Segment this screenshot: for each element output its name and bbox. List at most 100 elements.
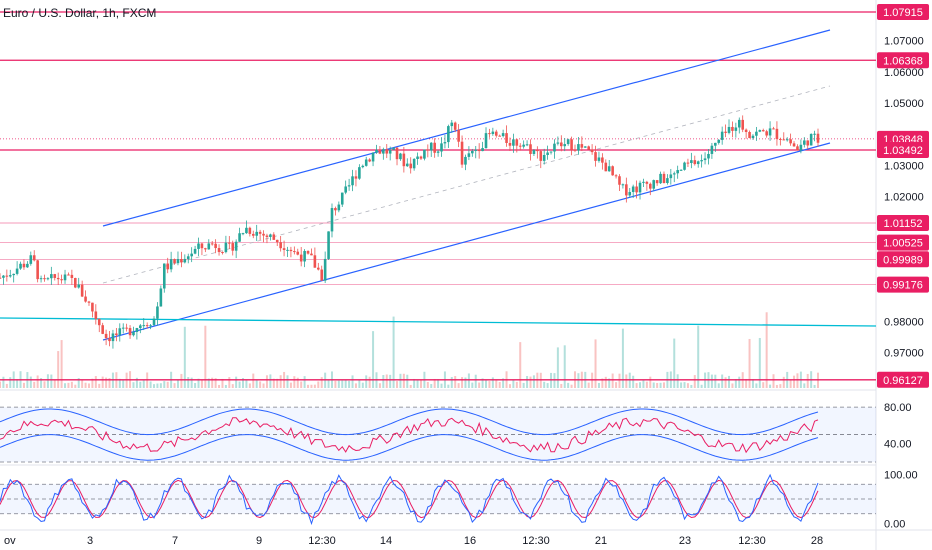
candle-body — [491, 131, 495, 134]
volume-bar — [508, 384, 511, 388]
candle-body — [0, 277, 2, 279]
price-tag-label: 1.03492 — [883, 145, 923, 157]
candle-body — [525, 144, 529, 146]
volume-bar — [751, 379, 754, 388]
candle-body — [279, 242, 282, 249]
candle-body — [224, 242, 228, 253]
volume-bar — [710, 374, 713, 388]
candle-body — [104, 333, 108, 339]
volume-bar — [447, 384, 450, 388]
candle-body — [679, 169, 683, 171]
candle-body — [522, 144, 525, 147]
price-tag-label: 0.99176 — [883, 280, 923, 292]
volume-bar — [259, 381, 262, 388]
volume-bar — [132, 382, 135, 388]
candle-body — [337, 204, 341, 211]
volume-bar — [279, 375, 282, 388]
candle-body — [8, 275, 12, 277]
volume-bar — [690, 384, 693, 388]
candle-body — [693, 160, 697, 165]
volume-bar — [457, 383, 460, 388]
candle-body — [484, 133, 488, 149]
candle-body — [382, 149, 385, 154]
candle-body — [80, 284, 84, 297]
volume-bar — [289, 382, 292, 388]
candle-body — [84, 296, 87, 302]
candle-body — [132, 331, 135, 336]
candle-body — [388, 149, 392, 154]
candle-body — [536, 150, 539, 152]
volume-bar — [464, 377, 467, 388]
volume-bar — [529, 376, 532, 388]
volume-bar — [519, 342, 522, 388]
candle-body — [111, 333, 115, 342]
volume-bar — [365, 375, 368, 388]
volume-bar — [512, 380, 515, 388]
candle-body — [50, 274, 53, 279]
candle-body — [156, 306, 159, 319]
price-tag — [877, 371, 929, 388]
volume-bar — [413, 378, 416, 388]
volume-bar — [803, 383, 806, 388]
volume-bar — [491, 377, 494, 388]
volume-bar — [532, 375, 535, 388]
candle-body — [43, 278, 46, 280]
candle-body — [758, 130, 762, 132]
volume-bar — [183, 326, 186, 388]
candle-body — [19, 263, 22, 269]
candle-body — [128, 328, 132, 336]
candle-body — [210, 243, 214, 245]
candle-body — [529, 144, 532, 154]
candle-body — [779, 138, 782, 140]
volume-bar — [272, 378, 275, 388]
volume-bar — [313, 384, 316, 388]
volume-bar — [416, 380, 419, 388]
volume-bar — [372, 331, 375, 388]
candle-body — [56, 277, 60, 280]
price-tag — [877, 52, 929, 69]
volume-bar — [108, 378, 111, 388]
candle-body — [344, 186, 347, 193]
candle-body — [258, 231, 262, 234]
volume-bar — [437, 379, 440, 388]
candle-body — [813, 133, 816, 135]
candle-body — [477, 149, 481, 152]
candle-body — [532, 150, 536, 154]
candle-body — [115, 333, 118, 336]
volume-bar — [337, 380, 340, 388]
candle-body — [785, 139, 789, 141]
volume-bar — [33, 381, 36, 388]
volume-bar — [772, 374, 775, 388]
x-tick-label: 12:30 — [308, 535, 336, 547]
price-tag — [877, 234, 929, 251]
volume-bar — [806, 373, 809, 388]
candle-body — [443, 142, 447, 144]
candle-body — [498, 135, 501, 137]
candle-body — [347, 185, 351, 187]
candle-body — [423, 149, 426, 159]
candle-body — [648, 183, 652, 189]
volume-bar — [587, 382, 590, 388]
volume-bar — [286, 375, 289, 388]
volume-bar — [642, 379, 645, 388]
volume-bar — [782, 376, 785, 388]
candle-body — [546, 152, 549, 156]
candle-body — [696, 161, 700, 165]
horizontal-levels — [0, 11, 876, 381]
candle-body — [395, 147, 399, 160]
volume-bar — [16, 379, 19, 388]
candle-body — [710, 145, 714, 154]
volume-bar — [526, 375, 529, 388]
candle-body — [275, 239, 279, 243]
candle-body — [717, 139, 721, 143]
candle-body — [375, 149, 378, 153]
candle-body — [447, 126, 450, 143]
candle-body — [755, 131, 758, 136]
candle-body — [714, 142, 717, 146]
volume-bar — [676, 374, 679, 388]
volume-bar — [57, 351, 60, 388]
candle-body — [340, 192, 344, 205]
candle-body — [234, 241, 238, 251]
volume-bar — [714, 374, 717, 388]
volume-bar — [409, 384, 412, 388]
